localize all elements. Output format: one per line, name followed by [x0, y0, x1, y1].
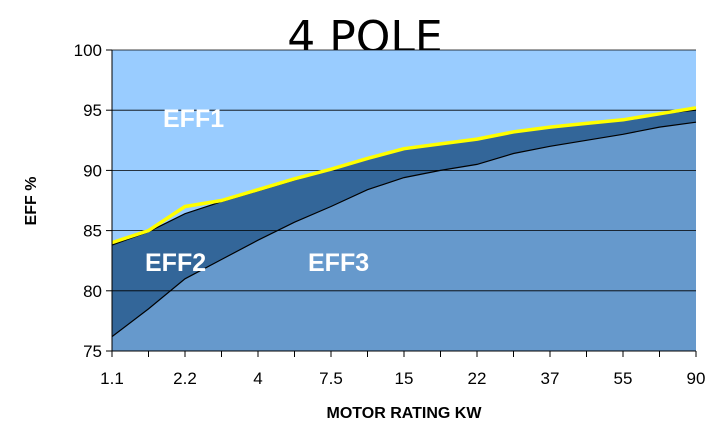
x-tick-label: 1.1 — [100, 369, 124, 388]
x-tick-label: 22 — [468, 369, 487, 388]
x-tick-label: 90 — [687, 369, 706, 388]
x-tick-label: 55 — [614, 369, 633, 388]
x-tick-label: 37 — [541, 369, 560, 388]
x-tick-label: 7.5 — [319, 369, 343, 388]
eff3-area — [112, 122, 696, 351]
eff3-line — [111, 121, 697, 338]
x-axis-label: MOTOR RATING KW — [327, 405, 483, 422]
eff1-line — [111, 106, 697, 245]
y-axis-label: EFF % — [23, 177, 40, 226]
eff2-region-label: EFF2 — [145, 249, 206, 277]
x-tick-label: 15 — [395, 369, 414, 388]
x-tick-label: 2.2 — [173, 369, 197, 388]
y-tick-label: 95 — [83, 101, 102, 120]
y-axis-ticks: 75 80 85 90 95 100 — [74, 41, 112, 361]
x-axis-ticks: 1.1 2.2 4 7.5 15 22 37 55 90 — [100, 351, 705, 388]
y-tick-label: 100 — [74, 41, 102, 60]
eff3-region-label: EFF3 — [308, 249, 369, 277]
y-tick-label: 85 — [83, 222, 102, 241]
gridlines — [112, 49, 696, 292]
y-tick-label: 80 — [83, 282, 102, 301]
y-tick-label: 90 — [83, 161, 102, 180]
x-tick-label: 4 — [253, 369, 262, 388]
y-tick-label: 75 — [83, 342, 102, 361]
eff1-region-label: EFF1 — [163, 105, 224, 133]
